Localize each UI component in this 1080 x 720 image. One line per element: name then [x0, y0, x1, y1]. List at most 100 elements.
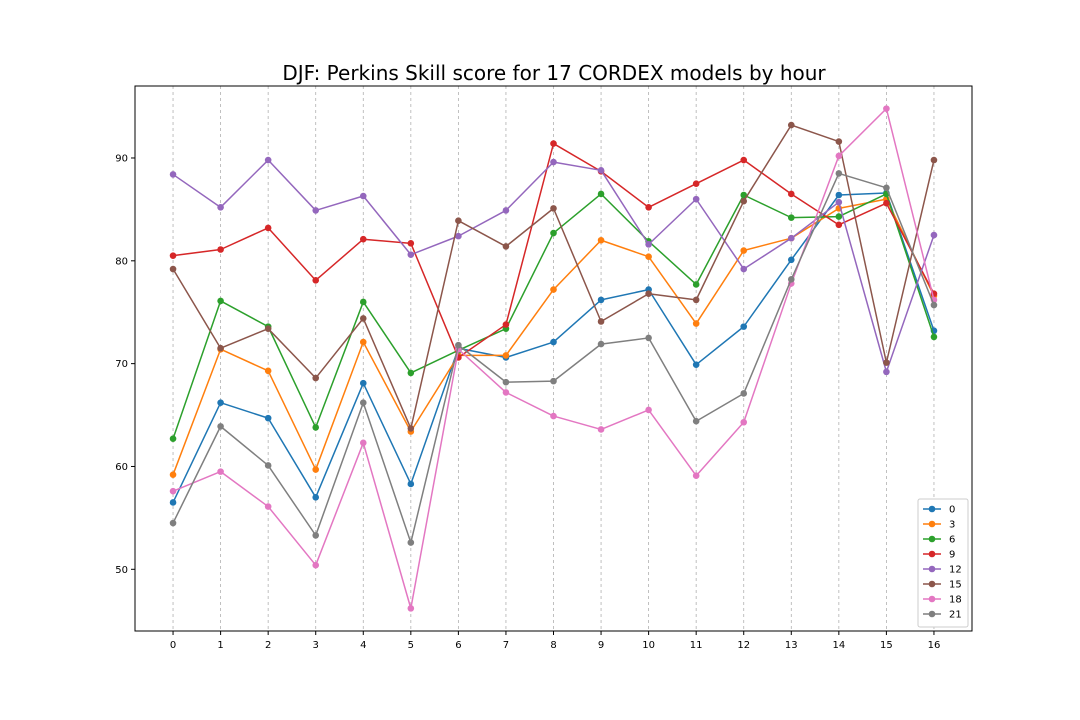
- data-point-15: [455, 217, 462, 225]
- data-point-21: [407, 539, 415, 546]
- data-point-21: [169, 519, 177, 527]
- y-tick-label: 50: [115, 565, 128, 576]
- data-point-0: [692, 361, 700, 368]
- data-point-21: [883, 184, 890, 192]
- data-point-6: [550, 229, 557, 237]
- data-point-21: [787, 276, 795, 283]
- plot-area: 0 1 2 3 4 5 6 7 8 9 10 11 12 13 14 15 165060708090036912…: [115, 85, 973, 651]
- x-tick-label: 16: [928, 640, 941, 651]
- y-tick-label: 60: [115, 462, 128, 473]
- data-point-15: [407, 425, 415, 432]
- data-point-12: [407, 251, 415, 258]
- data-point-12: [645, 241, 652, 248]
- legend-label-9: 9: [949, 550, 955, 561]
- data-point-21: [645, 334, 652, 342]
- x-tick-label: 9: [598, 640, 604, 651]
- data-point-9: [169, 252, 177, 259]
- data-point-12: [455, 232, 462, 240]
- data-point-18: [883, 105, 890, 112]
- data-point-18: [217, 468, 224, 475]
- data-point-15: [883, 359, 890, 366]
- x-tick-label: 6: [455, 640, 461, 651]
- y-tick-label: 70: [115, 359, 128, 370]
- legend-label-12: 12: [949, 565, 962, 576]
- data-point-0: [407, 480, 415, 488]
- data-point-12: [312, 207, 320, 214]
- data-point-18: [312, 561, 320, 569]
- legend: [917, 498, 969, 628]
- data-point-6: [835, 213, 843, 220]
- data-point-3: [312, 466, 320, 473]
- data-point-21: [930, 301, 938, 309]
- x-tick-label: 12: [737, 640, 750, 651]
- legend-marker-0: [928, 505, 936, 513]
- data-point-15: [264, 325, 272, 332]
- data-point-12: [550, 158, 557, 166]
- data-point-21: [692, 417, 700, 425]
- legend-marker-3: [928, 520, 936, 528]
- data-point-3: [502, 352, 510, 359]
- data-point-3: [550, 286, 557, 293]
- data-point-12: [217, 204, 224, 211]
- x-tick-label: 10: [642, 640, 655, 651]
- data-point-18: [835, 152, 843, 160]
- data-point-12: [930, 231, 938, 239]
- data-point-21: [217, 423, 224, 430]
- data-point-12: [169, 171, 177, 178]
- x-tick-label: 1: [217, 640, 223, 651]
- data-point-15: [597, 318, 605, 325]
- data-point-15: [787, 121, 795, 129]
- x-tick-label: 8: [550, 640, 556, 651]
- data-point-15: [930, 156, 938, 164]
- x-tick-label: 5: [408, 640, 414, 651]
- data-point-18: [645, 406, 652, 414]
- data-point-6: [217, 297, 224, 305]
- legend-label-21: 21: [949, 610, 962, 621]
- x-tick-label: 7: [503, 640, 509, 651]
- data-point-0: [550, 338, 557, 346]
- legend-marker-6: [928, 535, 936, 543]
- data-point-15: [550, 205, 557, 212]
- data-point-15: [692, 296, 700, 304]
- data-point-12: [740, 265, 748, 273]
- data-point-21: [312, 532, 320, 539]
- data-point-9: [787, 190, 795, 198]
- data-point-3: [169, 471, 177, 478]
- data-point-6: [359, 298, 367, 306]
- legend-marker-9: [928, 550, 936, 558]
- data-point-12: [835, 198, 843, 206]
- data-point-6: [787, 214, 795, 221]
- data-point-18: [264, 503, 272, 510]
- data-point-3: [264, 367, 272, 375]
- legend-label-15: 15: [949, 580, 962, 591]
- data-point-12: [359, 192, 367, 200]
- data-point-0: [169, 499, 177, 506]
- data-point-0: [217, 399, 224, 407]
- data-point-21: [264, 462, 272, 469]
- legend-label-3: 3: [949, 520, 955, 531]
- data-point-21: [455, 341, 462, 349]
- data-point-9: [312, 277, 320, 284]
- data-point-9: [217, 246, 224, 253]
- data-point-0: [597, 296, 605, 304]
- legend-marker-18: [928, 595, 936, 603]
- data-point-18: [597, 426, 605, 433]
- legend-marker-15: [928, 580, 936, 588]
- data-point-0: [264, 414, 272, 422]
- data-point-18: [169, 487, 177, 495]
- x-tick-label: 11: [690, 640, 703, 651]
- data-point-6: [169, 435, 177, 443]
- x-tick-label: 0: [170, 640, 176, 651]
- data-point-15: [217, 344, 224, 352]
- data-point-18: [550, 412, 557, 420]
- data-point-15: [645, 290, 652, 298]
- data-point-6: [740, 191, 748, 199]
- data-point-9: [835, 221, 843, 229]
- data-point-21: [740, 390, 748, 397]
- data-point-12: [787, 234, 795, 242]
- data-point-12: [264, 156, 272, 164]
- x-tick-label: 13: [785, 640, 798, 651]
- legend-label-0: 0: [949, 505, 955, 516]
- data-point-3: [359, 338, 367, 346]
- data-point-0: [740, 323, 748, 330]
